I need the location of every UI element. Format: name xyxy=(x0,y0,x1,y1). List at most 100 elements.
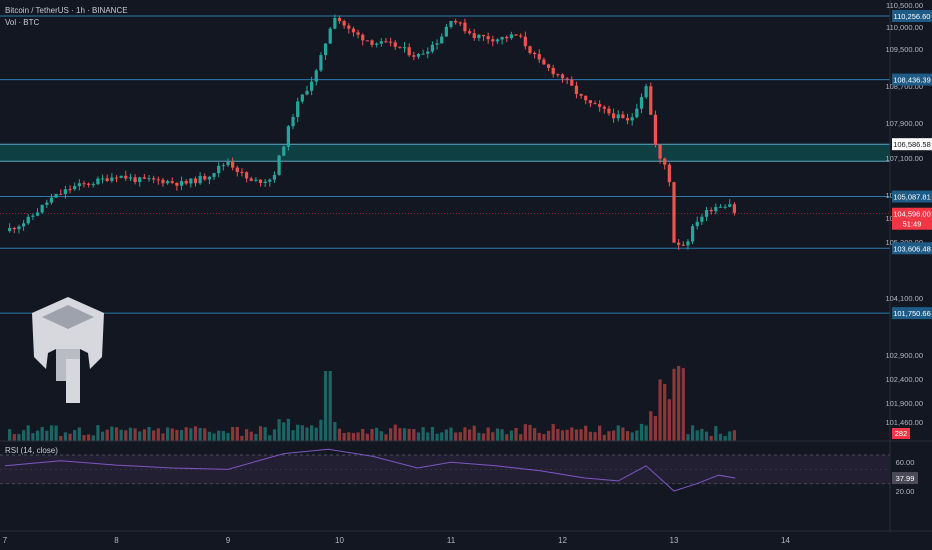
candle-body xyxy=(658,144,662,159)
level-tag: 103,606.48 xyxy=(893,244,931,253)
volume-bar xyxy=(546,430,551,441)
candle-body xyxy=(612,113,616,119)
volume-bar xyxy=(114,427,119,441)
candle-body xyxy=(616,114,620,119)
volume-bar xyxy=(91,435,95,441)
volume-bar xyxy=(472,425,476,441)
volume-bar xyxy=(21,430,26,441)
price-tick-label: 107,900.00 xyxy=(885,119,923,128)
candle-body xyxy=(179,181,184,186)
volume-bar xyxy=(300,425,304,441)
candle-body xyxy=(231,161,235,168)
level-tag-bg xyxy=(892,242,932,255)
volume-bar xyxy=(389,428,393,441)
volume-bar xyxy=(333,421,337,441)
candle-body xyxy=(398,46,402,48)
price-tick-label: 102,900.00 xyxy=(885,351,923,360)
candle-body xyxy=(635,108,639,118)
candle-body xyxy=(356,32,360,35)
volume-bar xyxy=(556,428,560,441)
candle-body xyxy=(286,126,290,147)
candle-body xyxy=(328,28,332,44)
rsi-tick-label: 60.00 xyxy=(896,458,915,467)
candle-body xyxy=(133,177,137,183)
candle-body xyxy=(45,202,49,205)
zone-tag: 106,586.58 xyxy=(893,140,931,149)
candle-body xyxy=(156,179,160,181)
volume-bar xyxy=(398,428,402,441)
time-tick-label: 12 xyxy=(558,536,567,545)
volume-bar xyxy=(184,427,188,441)
candle-body xyxy=(96,178,100,185)
volume-bar xyxy=(170,428,174,441)
volume-bar xyxy=(560,430,565,441)
volume-bar xyxy=(440,432,444,441)
price-tick-label: 110,500.00 xyxy=(886,1,923,10)
price-tick-label: 102,400.00 xyxy=(885,375,923,384)
candle-body xyxy=(272,174,277,180)
candle-body xyxy=(12,227,16,230)
candle-body xyxy=(556,74,560,76)
candle-body xyxy=(161,179,165,184)
candle-body xyxy=(40,204,44,213)
volume-bar xyxy=(477,432,481,441)
candle-body xyxy=(226,161,230,166)
candle-body xyxy=(495,39,500,42)
candle-body xyxy=(421,53,425,55)
candle-body xyxy=(203,175,207,180)
candle-body xyxy=(653,114,658,145)
rsi-value-tag-bg xyxy=(892,472,918,485)
candle-body xyxy=(114,177,119,179)
candle-body xyxy=(375,43,379,45)
volume-bar xyxy=(254,433,258,441)
candle-body xyxy=(718,206,723,208)
volume-bar xyxy=(723,435,727,441)
price-tick-label: 108,700.00 xyxy=(885,82,923,91)
candle-body xyxy=(444,26,448,37)
candle-body xyxy=(728,204,732,207)
candle-body xyxy=(170,181,174,183)
volume-bar xyxy=(175,429,179,441)
volume-bar xyxy=(551,424,555,441)
candle-body xyxy=(249,178,253,181)
candle-body xyxy=(621,114,625,119)
price-tick-label: 109,500.00 xyxy=(885,45,923,54)
volume-bar xyxy=(653,416,658,441)
candle-body xyxy=(128,177,133,179)
candle-body xyxy=(268,179,272,182)
volume-bar xyxy=(379,431,383,441)
volume-bar xyxy=(179,429,184,441)
volume-bar xyxy=(639,423,644,441)
volume-bar xyxy=(690,425,695,441)
volume-bar xyxy=(505,434,509,441)
volume-bar xyxy=(258,426,263,441)
candle-body xyxy=(695,221,699,227)
candle-body xyxy=(254,179,258,181)
candle-body xyxy=(198,175,202,184)
level-tag: 108,436.39 xyxy=(893,76,931,85)
volume-bar xyxy=(59,436,63,441)
volume-bar xyxy=(704,431,709,441)
candle-body xyxy=(639,97,644,109)
volume-bar xyxy=(73,430,77,441)
candle-body xyxy=(138,177,142,183)
volume-bar xyxy=(314,427,318,441)
candle-body xyxy=(221,165,225,167)
zone-tag-bg xyxy=(892,138,932,151)
candles-group xyxy=(8,14,736,250)
candle-body xyxy=(472,33,476,39)
candle-body xyxy=(282,146,286,156)
volume-bar xyxy=(667,399,671,441)
volume-bar xyxy=(523,424,527,441)
volume-bar xyxy=(491,432,495,441)
volume-bar xyxy=(35,430,40,441)
candle-body xyxy=(142,177,146,179)
volume-bar xyxy=(514,427,518,441)
volume-bar xyxy=(12,434,16,441)
volume-bar xyxy=(328,371,332,441)
level-tag: 110,256.60 xyxy=(894,12,931,21)
candle-body xyxy=(258,179,263,183)
candle-body xyxy=(723,206,727,208)
candle-body xyxy=(672,182,676,243)
